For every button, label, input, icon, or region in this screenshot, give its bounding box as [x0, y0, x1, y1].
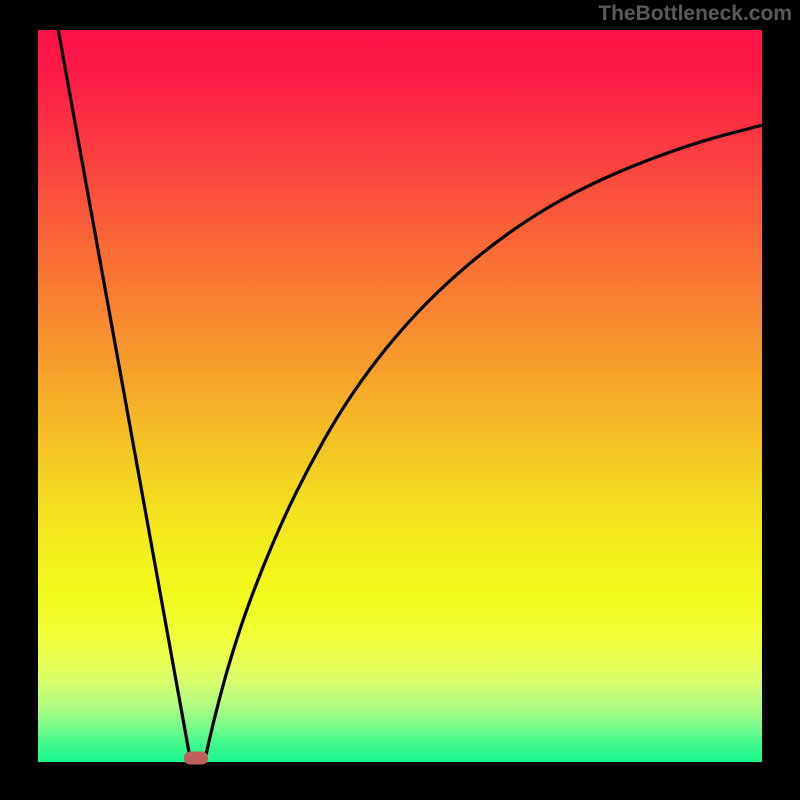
chart-frame — [38, 30, 762, 762]
watermark-text: TheBottleneck.com — [598, 2, 792, 26]
chart-curve — [38, 30, 762, 762]
minimum-marker — [184, 752, 208, 765]
